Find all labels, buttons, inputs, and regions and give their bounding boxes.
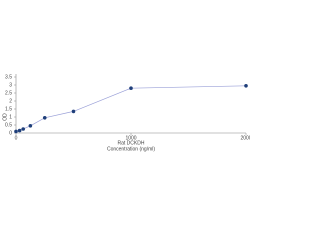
data-point [244, 84, 248, 88]
series-line [15, 85, 247, 132]
x-tick-label: 0 [15, 135, 18, 141]
y-tick-label: 2 [9, 98, 12, 104]
chart: OD Rat DCKDH Concentration (ng/ml) 0 0.5 1… [2, 74, 250, 152]
x-axis-label: Concentration (ng/ml) [107, 146, 155, 152]
y-tick-label: 2.5 [5, 90, 12, 96]
y-tick-label: 0.5 [5, 122, 12, 128]
data-point [14, 129, 18, 134]
y-tick-label: 1.5 [5, 106, 12, 112]
chart-title: Rat DCKDH [118, 140, 145, 146]
y-tick-label: 3 [9, 82, 12, 88]
page: {"chart_data": {"type": "line", "title":… [2, 74, 250, 153]
data-point [28, 124, 33, 128]
y-tick-label: 3.5 [5, 74, 12, 80]
data-point [129, 86, 133, 90]
data-point [42, 116, 47, 120]
data-point [21, 127, 25, 131]
data-point [71, 109, 76, 114]
y-tick-label: 1 [9, 114, 12, 120]
x-tick-label: 2000 [240, 135, 250, 141]
x-tick-label: 1000 [125, 135, 136, 141]
data-point [17, 128, 22, 133]
y-axis-label: OD [2, 113, 8, 121]
y-tick-label: 0 [9, 130, 12, 136]
